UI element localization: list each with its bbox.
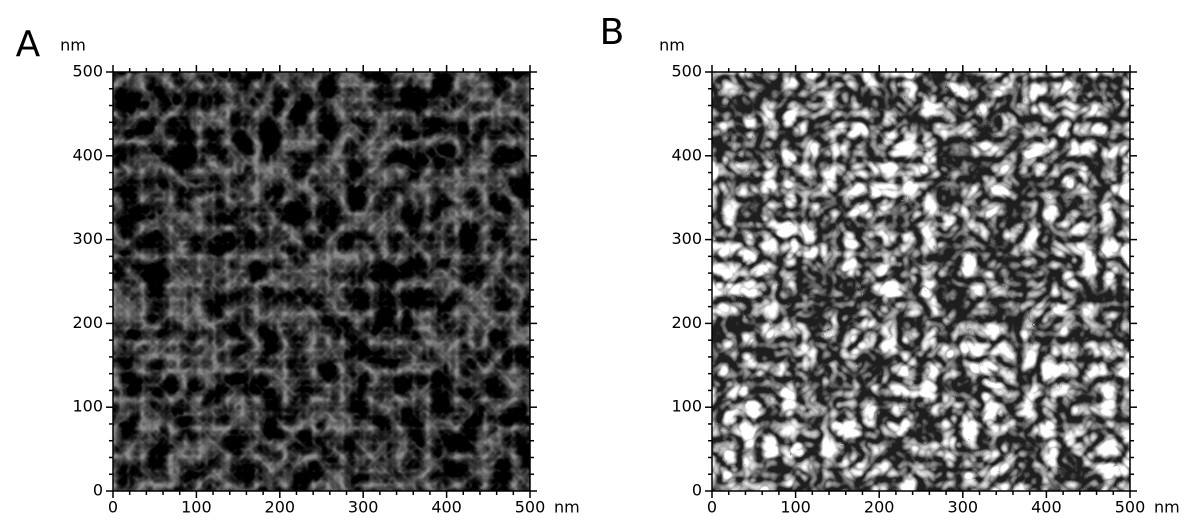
x-tick-label: 0: [108, 498, 118, 517]
y-tick-label: 400: [671, 145, 702, 164]
x-tick-label: 100: [780, 498, 811, 517]
y-tick-label: 100: [671, 397, 702, 416]
y-axis-unit: nm: [60, 36, 86, 55]
x-tick-label: 300: [948, 498, 979, 517]
panel-label: A: [16, 24, 41, 65]
x-tick-label: 500: [1115, 498, 1146, 517]
x-tick-label: 400: [431, 498, 462, 517]
y-tick-label: 200: [72, 313, 103, 332]
figure: Anm 0 100 200 300 400 500 nm 0 100 200 300 400 500 Bnm…: [0, 0, 1184, 526]
y-tick-label: 0: [692, 481, 702, 500]
afm-image: [113, 72, 530, 491]
y-tick-label: 400: [72, 145, 103, 164]
x-axis-unit: nm: [554, 498, 580, 517]
y-tick-label: 500: [72, 62, 103, 81]
panel-label: B: [600, 12, 625, 53]
x-tick-label: 300: [348, 498, 379, 517]
x-tick-label: 0: [707, 498, 717, 517]
y-tick-label: 200: [671, 313, 702, 332]
x-tick-label: 200: [265, 498, 296, 517]
x-tick-label: 400: [1031, 498, 1062, 517]
y-tick-label: 500: [671, 62, 702, 81]
y-tick-label: 100: [72, 397, 103, 416]
afm-image: [712, 72, 1130, 491]
y-tick-label: 0: [93, 481, 103, 500]
y-axis-unit: nm: [659, 36, 685, 55]
y-tick-label: 300: [72, 229, 103, 248]
x-tick-label: 100: [181, 498, 212, 517]
x-axis-unit: nm: [1154, 498, 1180, 517]
y-tick-label: 300: [671, 229, 702, 248]
x-tick-label: 200: [864, 498, 895, 517]
x-tick-label: 500: [515, 498, 546, 517]
